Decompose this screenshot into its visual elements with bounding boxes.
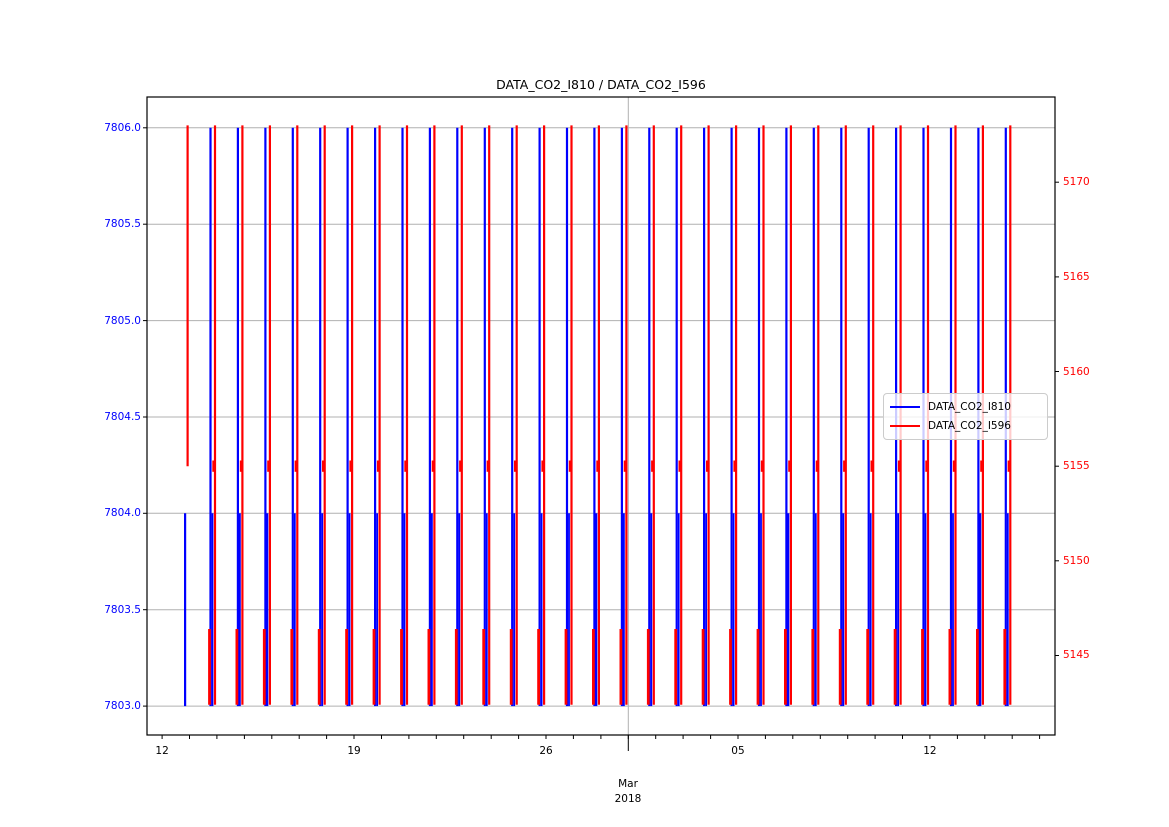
legend-label: DATA_CO2_I810 (928, 400, 1011, 413)
x-axis-period-label: Mar 2018 (578, 777, 678, 807)
x-tick-label: 19 (347, 745, 361, 757)
x-axis-year-label: 2018 (614, 793, 642, 805)
legend-entry-data-co2-i596: DATA_CO2_I596 (890, 417, 1041, 435)
y-right-tick-label: 5150 (1063, 554, 1090, 567)
y-left-tick-label: 7805.0 (104, 314, 141, 327)
y-left-tick-label: 7803.0 (104, 700, 141, 713)
x-tick-label: 26 (539, 745, 553, 757)
x-axis-month-label: Mar (618, 778, 638, 790)
y-left-tick-label: 7804.5 (104, 410, 141, 423)
legend-entry-data-co2-i810: DATA_CO2_I810 (890, 398, 1041, 416)
x-tick-label: 12 (155, 745, 169, 757)
y-right-tick-label: 5170 (1063, 176, 1090, 189)
y-left-tick-label: 7805.5 (104, 218, 141, 231)
y-left-tick-label: 7803.5 (104, 603, 141, 616)
y-right-tick-label: 5165 (1063, 270, 1090, 283)
legend-line-sample-blue (890, 405, 920, 408)
y-right-tick-label: 5145 (1063, 649, 1090, 662)
x-tick-label: 05 (731, 745, 745, 757)
y-right-tick-label: 5160 (1063, 365, 1090, 378)
chart-title: DATA_CO2_I810 / DATA_CO2_I596 (496, 77, 706, 92)
y-left-tick-label: 7804.0 (104, 507, 141, 520)
legend-label: DATA_CO2_I596 (928, 420, 1011, 433)
legend-line-sample-red (890, 425, 920, 428)
y-left-tick-label: 7806.0 (104, 121, 141, 134)
y-right-tick-label: 5155 (1063, 460, 1090, 473)
legend: DATA_CO2_I810 DATA_CO2_I596 (883, 393, 1048, 440)
x-tick-label: 12 (923, 745, 937, 757)
